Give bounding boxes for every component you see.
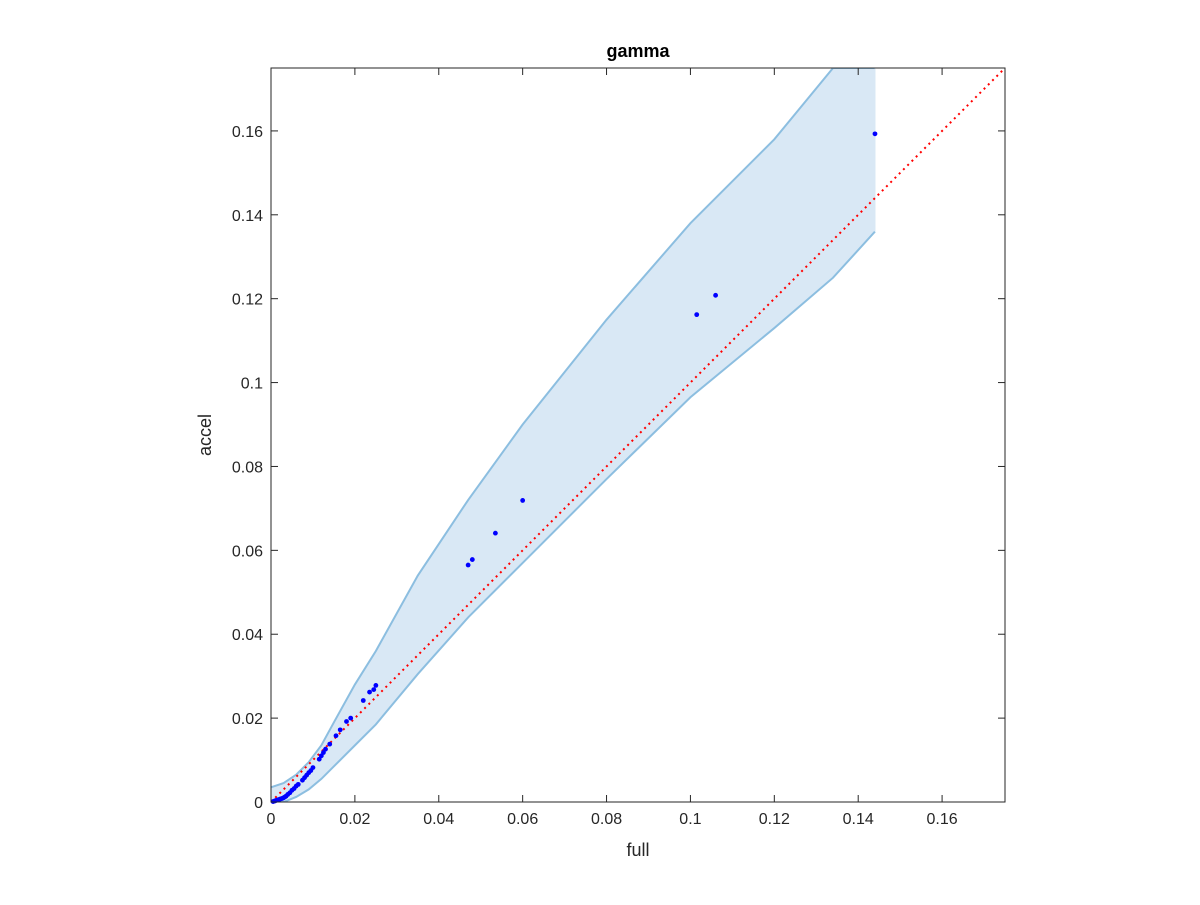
reference-line bbox=[271, 68, 1005, 802]
data-points-layer bbox=[270, 131, 878, 804]
y-tick-label: 0.06 bbox=[232, 543, 263, 560]
x-tick-label: 0.14 bbox=[843, 811, 874, 828]
data-point bbox=[492, 530, 498, 536]
y-tick-label: 0.16 bbox=[232, 124, 263, 141]
x-tick-label: 0.06 bbox=[507, 811, 538, 828]
confidence-band-lower-edge bbox=[271, 230, 876, 802]
y-tick-label: 0 bbox=[254, 795, 263, 812]
chart-title: gamma bbox=[606, 41, 670, 61]
x-tick-label: 0.16 bbox=[927, 811, 958, 828]
x-tick-label: 0.04 bbox=[423, 811, 454, 828]
data-point bbox=[694, 312, 700, 318]
data-point bbox=[337, 727, 343, 733]
data-point bbox=[348, 715, 354, 721]
data-point bbox=[367, 689, 372, 695]
data-point bbox=[520, 498, 526, 503]
data-point bbox=[469, 557, 475, 562]
data-point bbox=[344, 719, 349, 724]
y-axis-label: accel bbox=[195, 414, 215, 456]
y-tick-label: 0.1 bbox=[241, 376, 263, 393]
y-tick-label: 0.12 bbox=[232, 292, 263, 309]
data-point bbox=[295, 781, 301, 787]
y-tick-label: 0.14 bbox=[232, 208, 263, 225]
confidence-band-upper-edge bbox=[271, 68, 875, 789]
data-point bbox=[360, 698, 366, 703]
axes-box bbox=[270, 67, 1006, 803]
x-tick-label: 0.08 bbox=[591, 811, 622, 828]
data-point bbox=[371, 687, 377, 692]
data-point bbox=[373, 682, 379, 688]
y-tick-label: 0.04 bbox=[232, 627, 263, 644]
y-tick-label: 0.02 bbox=[232, 711, 263, 728]
data-point bbox=[333, 733, 339, 739]
data-point bbox=[465, 562, 471, 568]
x-tick-label: 0.02 bbox=[339, 811, 370, 828]
data-point bbox=[310, 765, 316, 771]
x-tick-label: 0.12 bbox=[759, 811, 790, 828]
y-tick-label: 0.08 bbox=[232, 459, 263, 476]
confidence-band-layer bbox=[271, 68, 876, 802]
data-point bbox=[327, 741, 333, 747]
x-tick-label: 0 bbox=[267, 811, 276, 828]
reference-line-layer bbox=[271, 68, 1005, 802]
confidence-band-fill bbox=[271, 68, 875, 802]
x-tick-label: 0.1 bbox=[679, 811, 701, 828]
data-point bbox=[872, 131, 878, 137]
axis-ticks-layer: 0 0.02 0.04 0.06 0.08 0.1 0.12 0.14 0.16 0 0.02 0.0… bbox=[232, 68, 1005, 828]
x-axis-label: full bbox=[626, 840, 649, 860]
data-point bbox=[323, 746, 328, 752]
data-point bbox=[713, 292, 718, 298]
